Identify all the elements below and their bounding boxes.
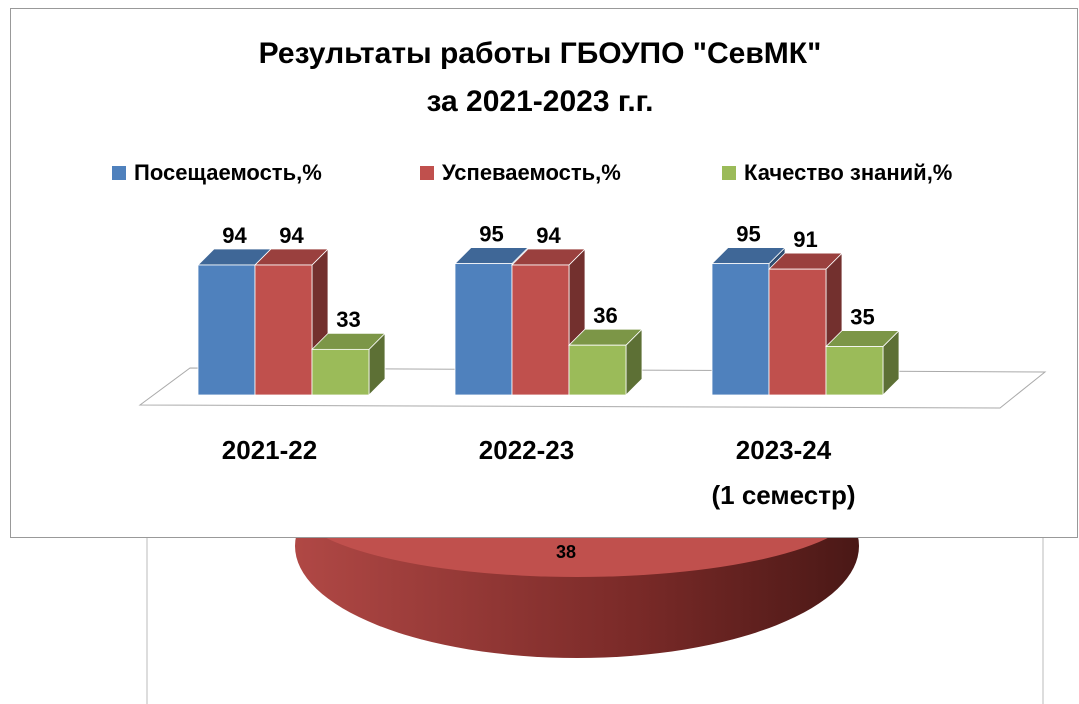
bar-front xyxy=(311,348,370,396)
bar xyxy=(568,328,643,396)
legend-label: Успеваемость,% xyxy=(442,160,621,185)
bar-front xyxy=(825,346,884,396)
value-label: 94 xyxy=(536,223,561,248)
legend-label: Качество знаний,% xyxy=(744,160,952,185)
bar-front xyxy=(511,264,570,396)
x-tick-label: 2022-23 xyxy=(479,435,574,465)
value-label: 95 xyxy=(479,221,503,246)
bar-front xyxy=(254,264,313,396)
legend-swatch xyxy=(112,166,126,180)
legend-swatch xyxy=(420,166,434,180)
legend-swatch xyxy=(722,166,736,180)
value-label: 35 xyxy=(850,304,874,329)
bar-front xyxy=(711,263,770,396)
pie-label: 38 xyxy=(556,542,576,562)
value-label: 36 xyxy=(593,303,617,328)
bar xyxy=(254,248,329,396)
value-label: 91 xyxy=(793,227,817,252)
bar xyxy=(311,332,386,396)
bar xyxy=(825,329,900,396)
bar-chart: Результаты работы ГБОУПО "СевМК" за 2021-… xyxy=(10,8,1078,538)
x-tick-label: 2023-24 (1 семестр) xyxy=(711,435,855,510)
bar-front xyxy=(768,268,827,396)
value-label: 95 xyxy=(736,221,760,246)
chart-title: Результаты работы ГБОУПО "СевМК" за 2021-… xyxy=(259,37,822,118)
bar-front xyxy=(568,344,627,396)
bar-front xyxy=(454,263,513,396)
value-label: 94 xyxy=(279,223,304,248)
bar-front xyxy=(197,264,256,396)
value-label: 33 xyxy=(336,307,360,332)
legend-label: Посещаемость,% xyxy=(134,160,322,185)
x-tick-label: 2021-22 xyxy=(222,435,317,465)
value-label: 94 xyxy=(222,223,247,248)
